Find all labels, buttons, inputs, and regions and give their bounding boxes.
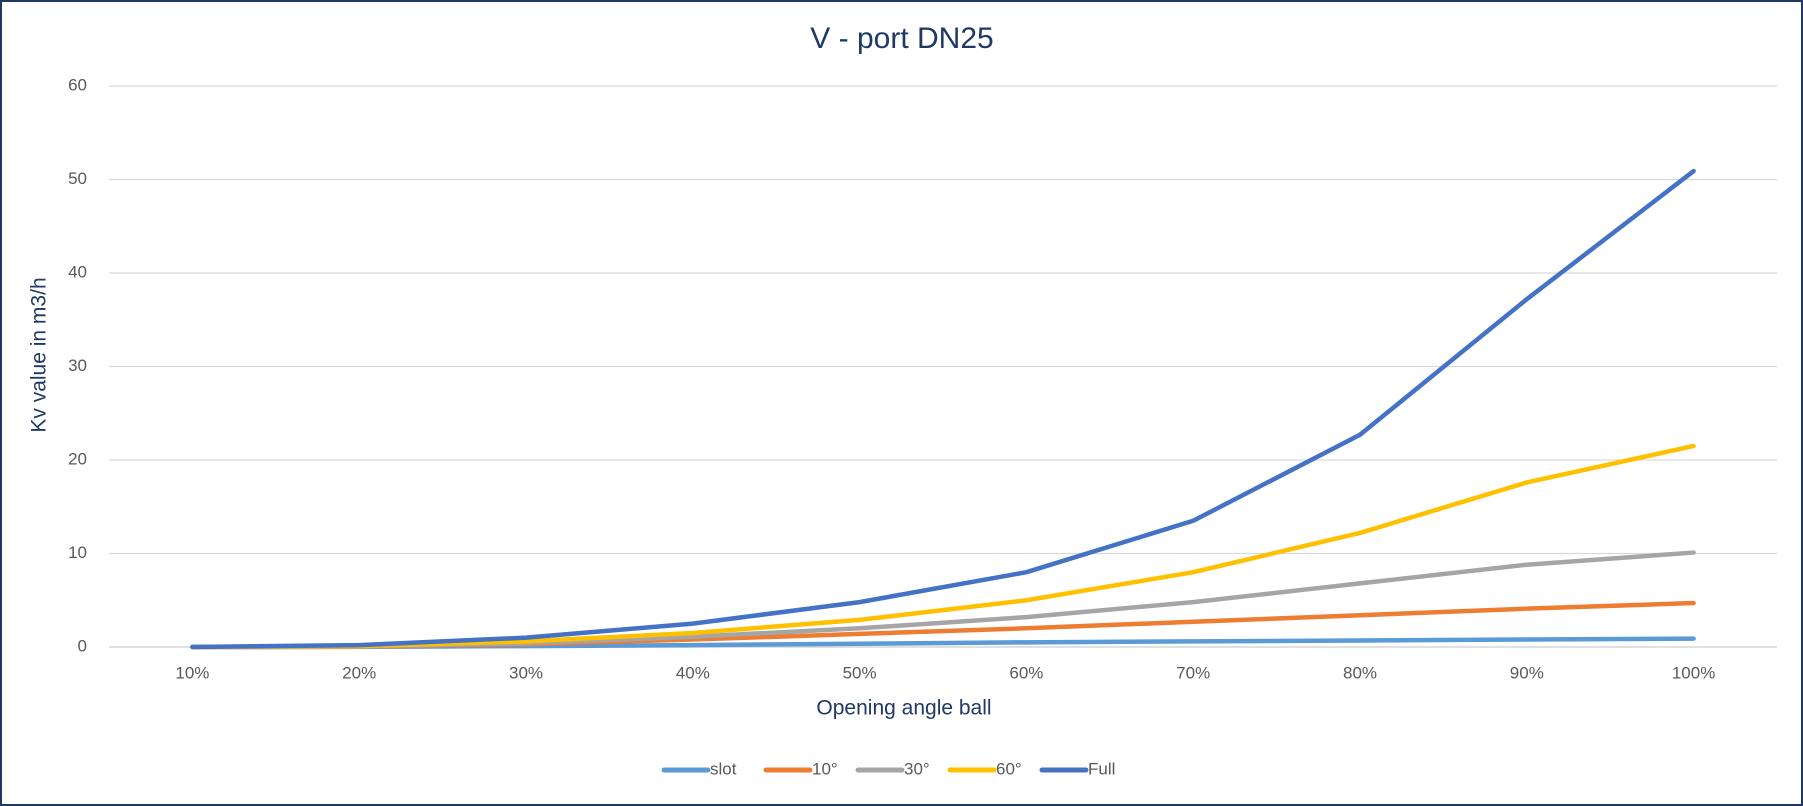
chart-title: V - port DN25: [810, 22, 993, 55]
x-tick-label: 90%: [1510, 663, 1544, 682]
y-tick-label: 30: [68, 356, 87, 375]
x-tick-label: 20%: [342, 663, 376, 682]
x-tick-label: 80%: [1343, 663, 1377, 682]
x-tick-label: 100%: [1672, 663, 1715, 682]
series-line: [190, 443, 1696, 650]
y-tick-label: 60: [68, 75, 87, 94]
y-tick-label: 20: [68, 449, 87, 468]
y-axis-label: Kv value in m3/h: [28, 277, 51, 432]
x-tick-label: 50%: [843, 663, 877, 682]
x-tick-label: 60%: [1009, 663, 1043, 682]
x-axis-label: Opening angle ball: [816, 697, 991, 720]
series-line: [190, 168, 1696, 650]
y-tick-label: 0: [78, 636, 87, 655]
legend-label: 30°: [904, 759, 930, 778]
legend-label: slot: [710, 759, 737, 778]
y-tick-label: 10: [68, 543, 87, 562]
y-tick-label: 40: [68, 262, 87, 281]
legend-label: 60°: [996, 759, 1022, 778]
legend-label: Full: [1088, 759, 1115, 778]
x-tick-label: 30%: [509, 663, 543, 682]
x-tick-label: 70%: [1176, 663, 1210, 682]
x-tick-label: 10%: [175, 663, 209, 682]
legend-label: 10°: [812, 759, 838, 778]
x-tick-label: 40%: [676, 663, 710, 682]
y-tick-label: 50: [68, 169, 87, 188]
